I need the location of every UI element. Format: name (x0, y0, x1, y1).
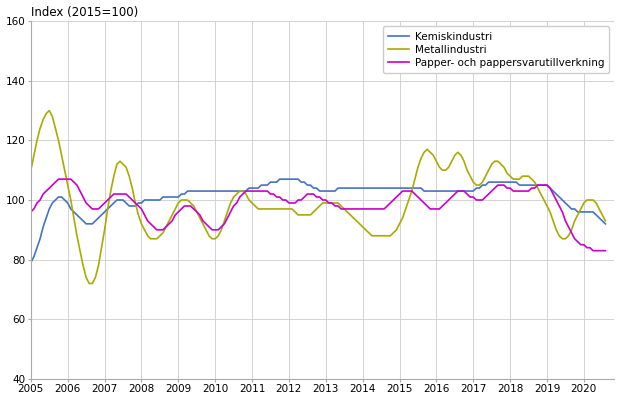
Metallindustri (601, 218, 609, 223)
Line: Metallindustri: Metallindustri (31, 110, 605, 284)
Metallindustri (46, 108, 53, 113)
Papper- och pappersvarutillverkning (601, 248, 609, 253)
Kemiskindustri (202, 189, 210, 194)
Line: Kemiskindustri: Kemiskindustri (31, 179, 605, 263)
Papper- och pappersvarutillverkning (89, 206, 96, 211)
Metallindustri (30, 153, 38, 158)
Kemiskindustri (86, 222, 93, 226)
Papper- och pappersvarutillverkning (239, 192, 247, 196)
Kemiskindustri (276, 177, 283, 182)
Kemiskindustri (218, 189, 225, 194)
Papper- och pappersvarutillverkning (221, 222, 228, 226)
Papper- och pappersvarutillverkning (30, 206, 38, 211)
Kemiskindustri (587, 210, 594, 214)
Metallindustri (242, 192, 250, 196)
Papper- och pappersvarutillverkning (27, 210, 35, 214)
Line: Papper- och pappersvarutillverkning: Papper- och pappersvarutillverkning (31, 179, 605, 251)
Papper- och pappersvarutillverkning (205, 224, 213, 229)
Kemiskindustri (236, 189, 244, 194)
Legend: Kemiskindustri, Metallindustri, Papper- och pappersvarutillverkning: Kemiskindustri, Metallindustri, Papper- … (383, 26, 609, 73)
Kemiskindustri (30, 254, 38, 259)
Metallindustri (27, 168, 35, 172)
Metallindustri (590, 198, 597, 202)
Papper- och pappersvarutillverkning (587, 245, 594, 250)
Metallindustri (224, 210, 231, 214)
Kemiskindustri (601, 222, 609, 226)
Kemiskindustri (27, 260, 35, 265)
Metallindustri (208, 236, 216, 241)
Text: Index (2015=100): Index (2015=100) (31, 6, 138, 18)
Papper- och pappersvarutillverkning (55, 177, 62, 182)
Metallindustri (92, 275, 99, 280)
Metallindustri (86, 281, 93, 286)
Papper- och pappersvarutillverkning (590, 248, 597, 253)
